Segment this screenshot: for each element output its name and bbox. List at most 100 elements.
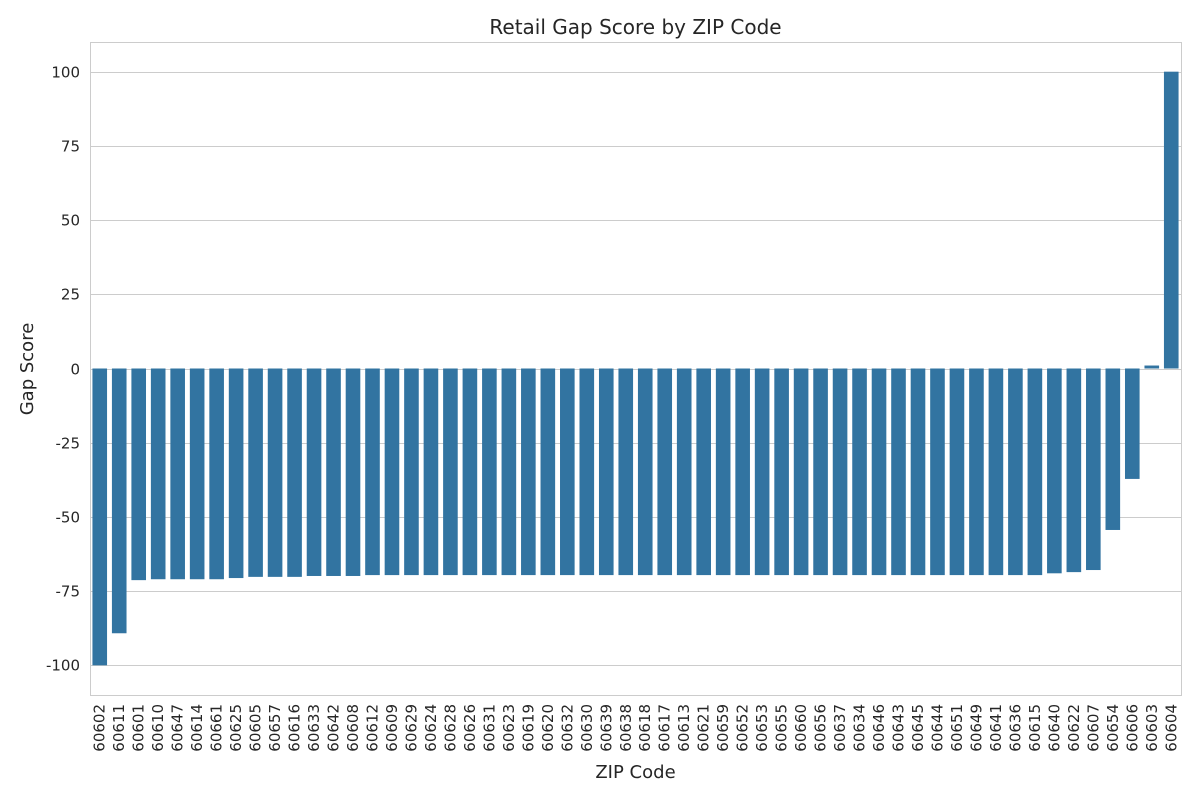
plot-frame xyxy=(90,42,1182,696)
x-tick-label: 60659 xyxy=(714,704,732,752)
x-tick-label: 60613 xyxy=(675,704,693,752)
bar-60660 xyxy=(793,368,809,576)
bar-60622 xyxy=(1066,368,1082,573)
x-tick-label: 60631 xyxy=(480,704,498,752)
bar-60631 xyxy=(482,368,497,576)
x-tick-labels: 60602 60611 60601 60610 60647 60614 60661 60625… xyxy=(91,704,1181,752)
chart-title: Retail Gap Score by ZIP Code xyxy=(489,15,781,39)
bar-60611 xyxy=(111,368,127,634)
x-tick-label: 60646 xyxy=(870,704,888,752)
x-tick-label: 60622 xyxy=(1065,704,1083,752)
x-tick-label: 60623 xyxy=(500,704,518,752)
x-tick-label: 60617 xyxy=(656,704,674,752)
x-tick-label: 60626 xyxy=(461,704,479,752)
x-tick-label: 60641 xyxy=(987,704,1005,752)
x-tick-label: 60639 xyxy=(597,704,615,752)
bar-60654 xyxy=(1105,368,1121,530)
bar-60607 xyxy=(1086,368,1101,571)
bar-60633 xyxy=(306,368,322,576)
x-tick-label: 60625 xyxy=(227,704,245,752)
x-tick-label: 60612 xyxy=(363,704,381,752)
x-tick-label: 60605 xyxy=(247,704,265,752)
y-tick-label: 50 xyxy=(61,212,80,230)
bar-60608 xyxy=(345,368,361,576)
bar-60613 xyxy=(676,368,692,576)
x-tick-label: 60661 xyxy=(208,704,226,752)
bar-60651 xyxy=(949,368,965,576)
bar-60656 xyxy=(813,368,828,576)
x-tick-label: 60602 xyxy=(91,704,109,752)
x-tick-label: 60629 xyxy=(402,704,420,752)
bar-60641 xyxy=(988,368,1004,576)
y-axis-label: Gap Score xyxy=(17,323,38,416)
x-tick-label: 60647 xyxy=(169,704,187,752)
x-tick-label: 60630 xyxy=(578,704,596,752)
y-tick-label: -25 xyxy=(56,435,81,453)
x-tick-label: 60656 xyxy=(812,704,830,752)
x-tick-label: 60643 xyxy=(890,704,908,752)
bar-60629 xyxy=(404,368,419,576)
x-tick-label: 60614 xyxy=(188,704,206,752)
bar-60615 xyxy=(1027,368,1043,576)
x-tick-label: 60651 xyxy=(948,704,966,752)
bar-60659 xyxy=(715,368,731,576)
x-tick-label: 60652 xyxy=(734,704,752,752)
y-tick-label: -75 xyxy=(56,583,81,601)
x-tick-label: 60621 xyxy=(695,704,713,752)
bar-60617 xyxy=(657,368,673,576)
x-tick-label: 60607 xyxy=(1084,704,1102,752)
x-tick-label: 60655 xyxy=(773,704,791,752)
bar-60637 xyxy=(832,368,848,576)
bar-60640 xyxy=(1047,368,1062,574)
x-tick-label: 60657 xyxy=(266,704,284,752)
bar-60612 xyxy=(365,368,380,576)
bar-60634 xyxy=(852,368,867,576)
x-tick-label: 60620 xyxy=(539,704,557,752)
x-tick-label: 60638 xyxy=(617,704,635,752)
bar-60621 xyxy=(696,368,711,576)
bar-60601 xyxy=(131,368,147,581)
bar-60642 xyxy=(326,368,341,576)
x-tick-label: 60604 xyxy=(1162,704,1180,752)
x-tick-label: 60608 xyxy=(344,704,362,752)
x-tick-label: 60636 xyxy=(1006,704,1024,752)
bar-60646 xyxy=(871,368,887,576)
x-axis-label: ZIP Code xyxy=(595,762,675,783)
x-tick-label: 60618 xyxy=(636,704,654,752)
bar-60610 xyxy=(150,368,166,580)
bar-60647 xyxy=(170,368,185,580)
y-tick-label: 75 xyxy=(61,138,80,156)
bar-60652 xyxy=(735,368,750,576)
x-tick-label: 60601 xyxy=(130,704,148,752)
x-tick-label: 60624 xyxy=(422,704,440,752)
bar-60649 xyxy=(969,368,984,576)
bar-60602 xyxy=(92,368,108,666)
x-tick-label: 60633 xyxy=(305,704,323,752)
bar-60620 xyxy=(540,368,556,576)
bar-60632 xyxy=(560,368,575,576)
bar-60643 xyxy=(891,368,906,576)
bar-60614 xyxy=(189,368,205,580)
bar-60630 xyxy=(579,368,595,576)
bar-60604 xyxy=(1163,71,1179,369)
y-tick-label: -100 xyxy=(46,657,80,675)
x-tick-label: 60606 xyxy=(1123,704,1141,752)
y-tick-label: 25 xyxy=(61,286,80,304)
bar-60626 xyxy=(462,368,478,576)
bar-60624 xyxy=(423,368,439,576)
bar-60623 xyxy=(501,368,517,576)
bar-60625 xyxy=(228,368,244,579)
x-tick-label: 60610 xyxy=(149,704,167,752)
y-tick-label: 100 xyxy=(51,64,80,82)
x-tick-label: 60609 xyxy=(383,704,401,752)
bar-60618 xyxy=(637,368,653,576)
x-tick-label: 60660 xyxy=(792,704,810,752)
x-tick-label: 60653 xyxy=(753,704,771,752)
bar-60639 xyxy=(598,368,614,576)
bar-60606 xyxy=(1124,368,1140,479)
bar-60609 xyxy=(384,368,400,576)
bars xyxy=(92,71,1179,666)
bar-60603 xyxy=(1144,365,1160,369)
